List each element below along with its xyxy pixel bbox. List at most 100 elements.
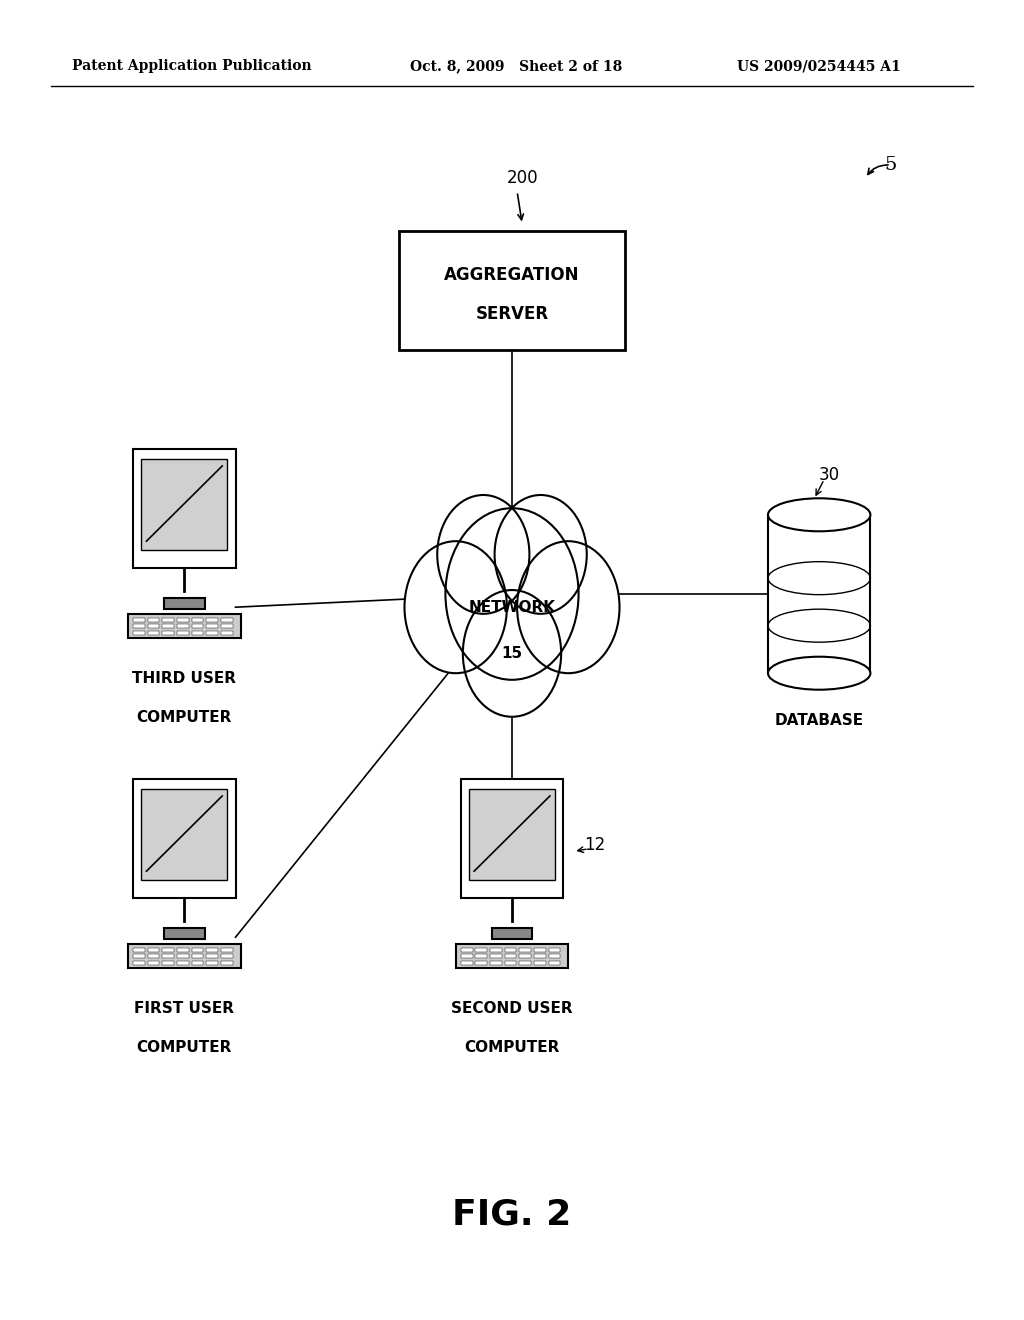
- Text: 12: 12: [584, 836, 605, 854]
- Text: SECOND USER: SECOND USER: [452, 1001, 572, 1015]
- Ellipse shape: [768, 498, 870, 531]
- FancyBboxPatch shape: [164, 928, 205, 939]
- FancyBboxPatch shape: [163, 631, 174, 635]
- FancyBboxPatch shape: [147, 954, 160, 958]
- Circle shape: [495, 495, 587, 614]
- FancyBboxPatch shape: [177, 618, 188, 622]
- Text: FIRST USER: FIRST USER: [134, 1001, 234, 1015]
- Text: SERVER: SERVER: [475, 305, 549, 323]
- FancyBboxPatch shape: [399, 231, 625, 350]
- FancyBboxPatch shape: [141, 459, 227, 550]
- FancyBboxPatch shape: [147, 948, 160, 952]
- FancyBboxPatch shape: [147, 961, 160, 965]
- FancyBboxPatch shape: [147, 624, 160, 628]
- FancyBboxPatch shape: [469, 789, 555, 880]
- FancyBboxPatch shape: [221, 618, 232, 622]
- FancyBboxPatch shape: [456, 944, 568, 968]
- Text: COMPUTER: COMPUTER: [136, 1040, 232, 1055]
- FancyBboxPatch shape: [191, 618, 204, 622]
- FancyBboxPatch shape: [519, 948, 531, 952]
- FancyBboxPatch shape: [221, 624, 232, 628]
- FancyBboxPatch shape: [461, 961, 472, 965]
- FancyBboxPatch shape: [206, 948, 218, 952]
- Text: AGGREGATION: AGGREGATION: [444, 265, 580, 284]
- FancyBboxPatch shape: [191, 624, 204, 628]
- FancyBboxPatch shape: [177, 624, 188, 628]
- FancyBboxPatch shape: [475, 954, 487, 958]
- FancyBboxPatch shape: [133, 779, 236, 898]
- FancyBboxPatch shape: [177, 961, 188, 965]
- FancyBboxPatch shape: [163, 954, 174, 958]
- FancyBboxPatch shape: [147, 631, 160, 635]
- FancyBboxPatch shape: [549, 954, 560, 958]
- FancyBboxPatch shape: [177, 948, 188, 952]
- FancyBboxPatch shape: [534, 961, 546, 965]
- FancyBboxPatch shape: [490, 961, 502, 965]
- Text: NETWORK: NETWORK: [469, 599, 555, 615]
- FancyBboxPatch shape: [475, 961, 487, 965]
- FancyBboxPatch shape: [133, 624, 144, 628]
- FancyBboxPatch shape: [505, 948, 516, 952]
- FancyBboxPatch shape: [163, 961, 174, 965]
- Text: 15: 15: [502, 645, 522, 661]
- FancyBboxPatch shape: [490, 948, 502, 952]
- Circle shape: [517, 541, 620, 673]
- FancyBboxPatch shape: [492, 928, 532, 939]
- FancyBboxPatch shape: [163, 618, 174, 622]
- FancyBboxPatch shape: [133, 948, 144, 952]
- Text: 30: 30: [819, 466, 840, 484]
- FancyBboxPatch shape: [206, 954, 218, 958]
- FancyBboxPatch shape: [177, 954, 188, 958]
- FancyBboxPatch shape: [191, 948, 204, 952]
- Circle shape: [404, 541, 507, 673]
- FancyBboxPatch shape: [191, 631, 204, 635]
- FancyBboxPatch shape: [206, 631, 218, 635]
- FancyBboxPatch shape: [221, 961, 232, 965]
- FancyBboxPatch shape: [505, 961, 516, 965]
- FancyBboxPatch shape: [461, 948, 472, 952]
- FancyBboxPatch shape: [133, 449, 236, 568]
- Circle shape: [445, 508, 579, 680]
- Text: FIG. 2: FIG. 2: [453, 1197, 571, 1232]
- Ellipse shape: [768, 656, 870, 689]
- FancyBboxPatch shape: [461, 779, 563, 898]
- FancyBboxPatch shape: [505, 954, 516, 958]
- Text: 5: 5: [885, 156, 897, 174]
- FancyBboxPatch shape: [128, 944, 241, 968]
- FancyBboxPatch shape: [534, 954, 546, 958]
- Text: THIRD USER: THIRD USER: [132, 671, 237, 685]
- Text: 200: 200: [507, 169, 538, 187]
- FancyBboxPatch shape: [133, 961, 144, 965]
- FancyBboxPatch shape: [206, 624, 218, 628]
- Text: 13: 13: [205, 466, 226, 484]
- FancyBboxPatch shape: [221, 631, 232, 635]
- FancyBboxPatch shape: [221, 954, 232, 958]
- FancyBboxPatch shape: [147, 618, 160, 622]
- FancyBboxPatch shape: [191, 954, 204, 958]
- Text: Oct. 8, 2009   Sheet 2 of 18: Oct. 8, 2009 Sheet 2 of 18: [410, 59, 622, 74]
- FancyBboxPatch shape: [163, 624, 174, 628]
- Text: US 2009/0254445 A1: US 2009/0254445 A1: [737, 59, 901, 74]
- Text: DATABASE: DATABASE: [774, 713, 864, 727]
- FancyBboxPatch shape: [519, 961, 531, 965]
- FancyBboxPatch shape: [164, 598, 205, 609]
- FancyBboxPatch shape: [206, 618, 218, 622]
- FancyBboxPatch shape: [128, 614, 241, 638]
- FancyBboxPatch shape: [133, 631, 144, 635]
- FancyBboxPatch shape: [461, 954, 472, 958]
- FancyBboxPatch shape: [475, 948, 487, 952]
- FancyBboxPatch shape: [534, 948, 546, 952]
- FancyBboxPatch shape: [133, 618, 144, 622]
- Text: COMPUTER: COMPUTER: [136, 710, 232, 725]
- Text: Patent Application Publication: Patent Application Publication: [72, 59, 311, 74]
- FancyBboxPatch shape: [768, 515, 870, 673]
- FancyBboxPatch shape: [177, 631, 188, 635]
- FancyBboxPatch shape: [191, 961, 204, 965]
- FancyBboxPatch shape: [163, 948, 174, 952]
- FancyBboxPatch shape: [490, 954, 502, 958]
- Text: COMPUTER: COMPUTER: [464, 1040, 560, 1055]
- Circle shape: [437, 495, 529, 614]
- FancyBboxPatch shape: [519, 954, 531, 958]
- Circle shape: [463, 590, 561, 717]
- FancyBboxPatch shape: [141, 789, 227, 880]
